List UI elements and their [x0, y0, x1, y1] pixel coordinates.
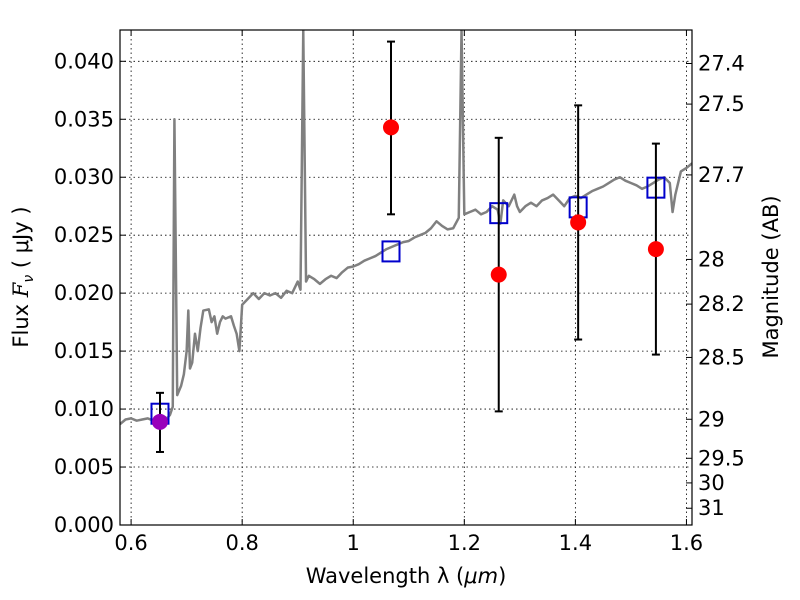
x-tick-label: 0.8 [225, 531, 258, 555]
observed-photometry-point [647, 241, 664, 258]
x-tick-label: 1.4 [559, 531, 592, 555]
observed-photometry-point [151, 413, 168, 430]
x-tick-label: 1.2 [448, 531, 481, 555]
y2-tick-label: 28.2 [698, 292, 745, 316]
observed-photometry-point [570, 214, 587, 231]
y-tick-label: 0.005 [54, 455, 114, 479]
y-tick-label: 0.000 [54, 513, 114, 537]
y2-tick-label: 29 [698, 407, 725, 431]
x-tick-label: 1 [347, 531, 360, 555]
y-tick-label: 0.030 [54, 165, 114, 189]
x-tick-label: 1.6 [670, 531, 703, 555]
x-axis-label: Wavelength λ (μm) [306, 564, 507, 588]
y-tick-label: 0.025 [54, 223, 114, 247]
plot-area [120, 30, 692, 453]
y-axis-label: Flux Fν ( μJy ) [9, 206, 37, 347]
y2-tick-label: 27.7 [698, 163, 745, 187]
ticks: 0.6 0.8 1 1.2 1.4 1.6 0.000 0.005 0.010 0.015 0.02… [54, 30, 745, 555]
y2-tick-label: 27.5 [698, 92, 745, 116]
y-tick-label: 0.020 [54, 281, 114, 305]
observed-photometry-point [383, 119, 400, 136]
model-photometry-square [381, 240, 401, 263]
y-tick-label: 0.010 [54, 397, 114, 421]
y2-tick-label: 29.5 [698, 446, 745, 470]
y-tick-label: 0.035 [54, 107, 114, 131]
y2-axis-label: Magnitude (AB) [759, 195, 783, 358]
y2-tick-label: 31 [698, 496, 725, 520]
y2-tick-label: 27.4 [698, 51, 745, 75]
x-tick-label: 0.6 [114, 531, 147, 555]
y2-tick-label: 28.5 [698, 345, 745, 369]
grid [120, 30, 692, 525]
y2-tick-label: 28 [698, 247, 725, 271]
y-tick-label: 0.040 [54, 49, 114, 73]
plot-frame [119, 29, 693, 526]
spectrum-line [120, 30, 692, 426]
y-tick-label: 0.015 [54, 339, 114, 363]
y2-tick-label: 30 [698, 471, 725, 495]
observed-photometry-point [490, 266, 507, 283]
